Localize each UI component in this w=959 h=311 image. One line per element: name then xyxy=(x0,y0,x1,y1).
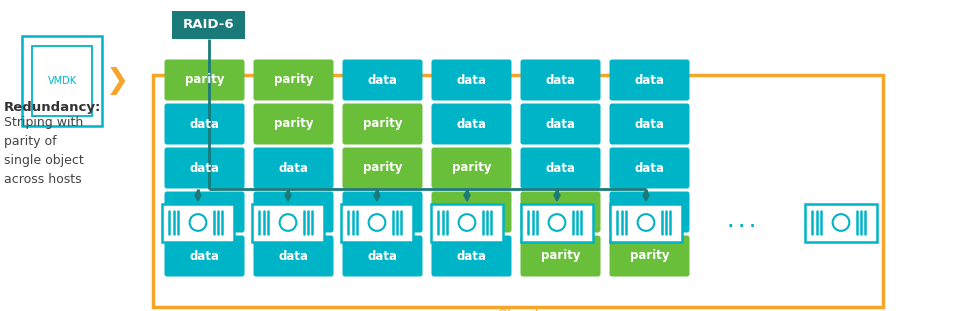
FancyBboxPatch shape xyxy=(521,235,600,276)
FancyBboxPatch shape xyxy=(805,203,877,242)
FancyBboxPatch shape xyxy=(342,235,423,276)
Circle shape xyxy=(549,214,566,231)
FancyBboxPatch shape xyxy=(432,59,511,100)
Text: VMDK: VMDK xyxy=(47,76,77,86)
Text: data: data xyxy=(278,249,309,262)
FancyBboxPatch shape xyxy=(342,104,423,145)
FancyBboxPatch shape xyxy=(162,203,234,242)
Text: data: data xyxy=(190,249,220,262)
FancyBboxPatch shape xyxy=(172,11,245,39)
FancyBboxPatch shape xyxy=(610,59,690,100)
Text: parity: parity xyxy=(363,118,402,131)
FancyBboxPatch shape xyxy=(253,192,334,233)
Text: parity: parity xyxy=(273,73,314,86)
Polygon shape xyxy=(374,190,380,201)
Text: data: data xyxy=(456,118,486,131)
Text: data: data xyxy=(635,118,665,131)
Circle shape xyxy=(458,214,476,231)
FancyBboxPatch shape xyxy=(252,203,324,242)
FancyBboxPatch shape xyxy=(253,59,334,100)
Text: data: data xyxy=(635,161,665,174)
Text: data: data xyxy=(278,161,309,174)
Circle shape xyxy=(280,214,296,231)
FancyBboxPatch shape xyxy=(165,235,245,276)
FancyBboxPatch shape xyxy=(521,104,600,145)
Text: parity: parity xyxy=(541,249,580,262)
FancyBboxPatch shape xyxy=(165,147,245,188)
Text: parity: parity xyxy=(452,161,491,174)
Circle shape xyxy=(368,214,386,231)
FancyBboxPatch shape xyxy=(153,75,883,307)
Text: data: data xyxy=(635,206,665,219)
Text: parity: parity xyxy=(630,249,669,262)
FancyBboxPatch shape xyxy=(165,192,245,233)
Text: data: data xyxy=(635,73,665,86)
FancyBboxPatch shape xyxy=(521,192,600,233)
Circle shape xyxy=(638,214,654,231)
FancyBboxPatch shape xyxy=(521,203,593,242)
Text: parity: parity xyxy=(541,206,580,219)
Polygon shape xyxy=(643,190,649,201)
FancyBboxPatch shape xyxy=(432,147,511,188)
Text: parity: parity xyxy=(452,206,491,219)
FancyBboxPatch shape xyxy=(432,192,511,233)
FancyBboxPatch shape xyxy=(22,36,102,126)
FancyBboxPatch shape xyxy=(342,59,423,100)
FancyBboxPatch shape xyxy=(341,203,413,242)
FancyBboxPatch shape xyxy=(432,235,511,276)
FancyBboxPatch shape xyxy=(342,147,423,188)
Text: data: data xyxy=(278,206,309,219)
FancyBboxPatch shape xyxy=(165,59,245,100)
FancyBboxPatch shape xyxy=(253,104,334,145)
FancyBboxPatch shape xyxy=(253,147,334,188)
Polygon shape xyxy=(554,190,560,201)
Circle shape xyxy=(832,214,850,231)
FancyBboxPatch shape xyxy=(342,192,423,233)
Text: data: data xyxy=(367,206,397,219)
Polygon shape xyxy=(195,190,201,201)
FancyBboxPatch shape xyxy=(610,104,690,145)
FancyBboxPatch shape xyxy=(253,235,334,276)
Text: data: data xyxy=(546,73,575,86)
FancyBboxPatch shape xyxy=(610,192,690,233)
Text: Striping with
parity of
single object
across hosts: Striping with parity of single object ac… xyxy=(4,116,83,186)
FancyBboxPatch shape xyxy=(610,203,682,242)
Text: data: data xyxy=(546,118,575,131)
Text: Redundancy:: Redundancy: xyxy=(4,101,102,114)
FancyBboxPatch shape xyxy=(610,147,690,188)
FancyBboxPatch shape xyxy=(431,203,503,242)
FancyBboxPatch shape xyxy=(610,235,690,276)
Text: data: data xyxy=(456,249,486,262)
Text: data: data xyxy=(456,73,486,86)
Text: data: data xyxy=(190,118,220,131)
Polygon shape xyxy=(285,190,291,201)
FancyBboxPatch shape xyxy=(521,147,600,188)
Circle shape xyxy=(190,214,206,231)
Text: data: data xyxy=(367,249,397,262)
FancyBboxPatch shape xyxy=(521,59,600,100)
FancyBboxPatch shape xyxy=(432,104,511,145)
Text: data: data xyxy=(190,161,220,174)
Text: data: data xyxy=(367,73,397,86)
Text: ❯: ❯ xyxy=(105,67,129,95)
FancyBboxPatch shape xyxy=(165,104,245,145)
Text: parity: parity xyxy=(273,118,314,131)
Text: . . .: . . . xyxy=(728,215,756,230)
Text: data: data xyxy=(190,206,220,219)
FancyBboxPatch shape xyxy=(32,46,92,116)
Text: RAID-6: RAID-6 xyxy=(182,18,234,31)
Text: parity: parity xyxy=(363,161,402,174)
Text: Object: Object xyxy=(497,308,540,311)
Text: parity: parity xyxy=(185,73,224,86)
Text: data: data xyxy=(546,161,575,174)
Polygon shape xyxy=(464,190,470,201)
